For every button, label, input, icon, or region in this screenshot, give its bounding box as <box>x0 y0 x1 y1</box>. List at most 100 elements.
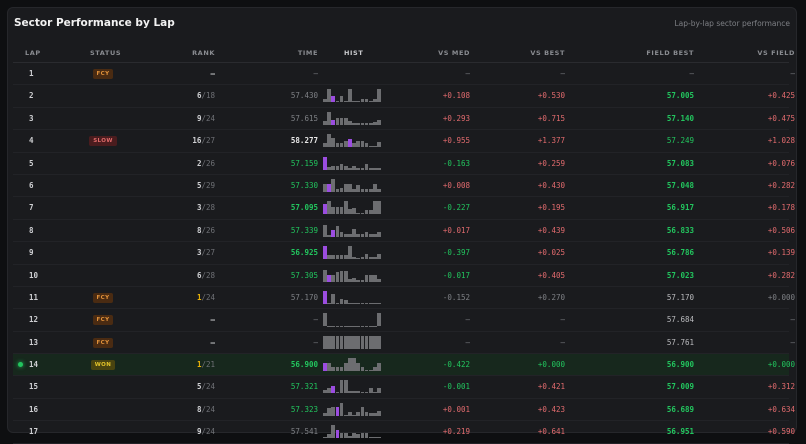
histogram-bar <box>352 390 356 394</box>
histogram-bar <box>360 280 365 282</box>
col-rank[interactable]: RANK <box>192 49 215 57</box>
sector-histogram <box>323 402 381 416</box>
vs-field: +1.028 <box>767 136 795 146</box>
histogram-bar <box>331 178 336 192</box>
field-best: 56.689 <box>666 404 694 414</box>
histogram-bar <box>368 234 373 237</box>
lap-time: – <box>313 69 318 78</box>
table-row[interactable]: 5 2/26 57.159 -0.163 +0.259 57.083 +0.076 <box>13 153 795 175</box>
rank-total: /24 <box>201 404 215 414</box>
sector-histogram <box>323 89 381 103</box>
histogram-bar <box>368 436 373 439</box>
histogram-bar <box>364 143 369 148</box>
histogram-bar <box>373 122 377 125</box>
table-row[interactable]: 13 FCY – – – – 57.761 – <box>13 332 795 355</box>
histogram-bar <box>356 335 361 349</box>
histogram-bar <box>377 335 381 349</box>
rank-position: 6 <box>196 270 202 280</box>
histogram-bar <box>339 380 344 394</box>
histogram-bar <box>360 367 365 372</box>
table-row[interactable]: 8 8/26 57.339 +0.017 +0.439 56.833 +0.506 <box>13 220 795 243</box>
col-status[interactable]: STATUS <box>90 49 122 57</box>
col-vs-best[interactable]: VS BEST <box>530 49 565 57</box>
histogram-bar <box>368 168 373 170</box>
vs-best: +0.715 <box>537 113 565 123</box>
vs-field: +0.475 <box>767 113 795 123</box>
vs-field: – <box>790 69 795 78</box>
vs-median: -0.163 <box>442 158 470 168</box>
sector-performance-panel: Sector Performance by Lap Lap-by-lap sec… <box>7 7 797 444</box>
vs-median: +0.293 <box>442 113 470 123</box>
histogram-bar <box>339 188 344 192</box>
vs-median: +0.108 <box>442 91 470 101</box>
table-row[interactable]: 3 9/24 57.615 +0.293 +0.715 57.140 +0.475 <box>13 108 795 131</box>
table-row[interactable]: 12 FCY – – – – 57.684 – <box>13 309 795 332</box>
histogram-bar <box>368 335 373 349</box>
histogram-bar <box>323 363 327 372</box>
col-lap[interactable]: LAP <box>25 49 41 57</box>
histogram-bar <box>364 302 369 304</box>
rank-total: /24 <box>201 292 215 302</box>
histogram-bar <box>348 278 352 282</box>
field-best: 57.009 <box>666 382 694 392</box>
lap-time: – <box>313 315 318 325</box>
histogram-bar <box>360 98 365 103</box>
table-row[interactable]: 6 5/29 57.330 +0.008 +0.430 57.048 +0.282 <box>13 175 795 198</box>
rank-cell: 9/24 <box>197 421 215 442</box>
vs-field: +0.282 <box>767 180 795 190</box>
rank-total: /18 <box>201 91 215 101</box>
histogram-bar <box>327 235 331 237</box>
histogram-bar <box>364 123 369 125</box>
histogram-bar <box>356 213 361 215</box>
vs-best: – <box>560 69 565 78</box>
histogram-bar <box>373 168 377 170</box>
histogram-bar <box>352 228 356 237</box>
field-best: 57.249 <box>666 136 694 146</box>
histogram-bar <box>377 363 381 372</box>
col-time[interactable]: TIME <box>297 49 318 57</box>
rank-cell: 6/18 <box>197 85 215 106</box>
rank-cell: 16/27 <box>192 130 215 151</box>
histogram-bar <box>360 234 365 237</box>
field-best: 56.951 <box>666 427 694 437</box>
col-field-best[interactable]: FIELD BEST <box>646 49 694 57</box>
col-hist: HIST <box>344 49 364 57</box>
histogram-bar <box>364 189 369 192</box>
col-vs-field[interactable]: VS FIELD <box>757 49 795 57</box>
table-row[interactable]: 15 5/24 57.321 -0.001 +0.421 57.009 +0.312 <box>13 376 795 399</box>
histogram-bar <box>327 201 331 215</box>
sector-histogram <box>323 224 381 237</box>
table-row[interactable]: 11 FCY 1/24 57.170 -0.152 +0.270 57.170 +0.000 <box>13 287 795 310</box>
histogram-bar <box>356 280 361 282</box>
histogram-bar <box>364 335 369 349</box>
table-row[interactable]: 9 3/27 56.925 -0.397 +0.025 56.786 +0.139 <box>13 242 795 265</box>
col-vs-med[interactable]: VS MED <box>438 49 470 57</box>
histogram-bar <box>373 302 377 304</box>
histogram-bar <box>348 435 352 439</box>
rank-position: – <box>210 337 215 347</box>
table-row[interactable]: 4 SLOW 16/27 58.277 +0.955 +1.377 57.249 +1.028 <box>13 130 795 153</box>
lap-number: 16 <box>29 404 39 414</box>
histogram-bar <box>373 436 377 439</box>
table-row[interactable]: 10 6/28 57.305 -0.017 +0.405 57.023 +0.282 <box>13 265 795 287</box>
histogram-bar <box>335 325 340 327</box>
vs-best: +0.439 <box>537 225 565 235</box>
table-row[interactable]: 7 3/28 57.095 -0.227 +0.195 56.917 +0.178 <box>13 197 795 220</box>
table-row[interactable]: 16 8/24 57.323 +0.001 +0.423 56.689 +0.634 <box>13 399 795 422</box>
table-row[interactable]: 14 WON 1/21 56.900 -0.422 +0.000 56.900 +0.000 <box>13 354 795 377</box>
rank-total: /24 <box>201 382 215 392</box>
histogram-bar <box>327 275 331 282</box>
histogram-bar <box>335 101 340 103</box>
histogram-bar <box>335 272 340 282</box>
histogram-bar <box>377 201 381 215</box>
vs-median: +0.219 <box>442 427 470 437</box>
table-row[interactable]: 1 FCY – – – – – – <box>13 63 795 86</box>
table-row[interactable]: 17 9/24 57.541 +0.219 +0.641 56.951 +0.590 <box>13 421 795 444</box>
histogram-bar <box>364 369 369 372</box>
histogram-bar <box>352 256 356 260</box>
lap-number: 14 <box>29 360 39 370</box>
vs-best: +0.423 <box>537 404 565 414</box>
table-row[interactable]: 2 6/18 57.430 +0.108 +0.530 57.005 +0.425 <box>13 85 795 108</box>
sector-histogram <box>323 313 381 327</box>
histogram-bar <box>323 143 327 148</box>
